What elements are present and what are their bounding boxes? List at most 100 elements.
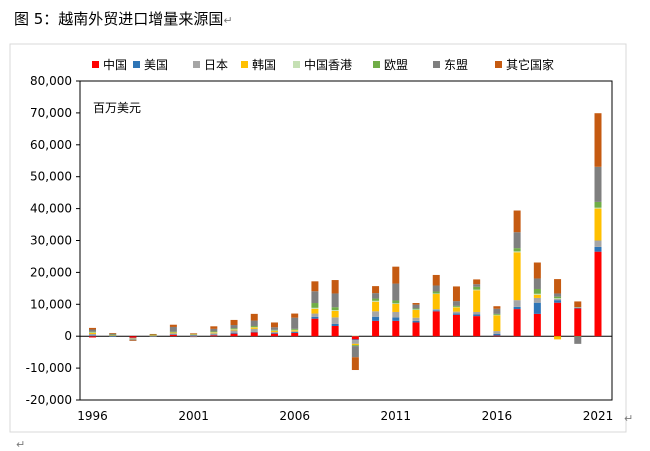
bar-segment-2010-5 xyxy=(372,298,380,301)
bar-segment-2011-5 xyxy=(392,300,400,304)
legend-swatch-1 xyxy=(133,61,140,68)
bar-segment-2006-4 xyxy=(291,329,299,331)
bar-segment-2019-3 xyxy=(554,336,562,340)
bar-segment-2018-5 xyxy=(533,288,541,294)
bar-segment-2012-2 xyxy=(412,317,420,321)
bar-segment-2020-7 xyxy=(574,301,582,308)
y-tick-label: 60,000 xyxy=(30,138,72,152)
figure-title: 图 5：越南外贸进口增量来源国↵ xyxy=(14,8,233,29)
bar-segment-2003-7 xyxy=(230,319,238,326)
bar-segment-2015-4 xyxy=(473,289,481,291)
bar-segment-2000-6 xyxy=(169,326,177,332)
bar-segment-2020-0 xyxy=(574,308,582,337)
bar-segment-1996-4 xyxy=(89,332,96,333)
x-tick-label: 2016 xyxy=(482,409,513,423)
bar-segment-2008-3 xyxy=(331,310,339,318)
x-tick-label: 2021 xyxy=(583,409,614,423)
y-tick-label: 50,000 xyxy=(30,170,72,184)
y-tick-label: 70,000 xyxy=(30,106,72,120)
bar-segment-2014-3 xyxy=(452,307,460,312)
bar-segment-2013-2 xyxy=(432,309,440,311)
bar-segment-1998-1 xyxy=(129,337,137,339)
bar-segment-2011-3 xyxy=(392,303,400,312)
bar-segment-2000-3 xyxy=(169,332,177,334)
bar-segment-2009-7 xyxy=(351,357,359,371)
bar-segment-2003-0 xyxy=(230,333,238,337)
bar-segment-2017-0 xyxy=(513,309,521,337)
bar-segment-2006-5 xyxy=(291,328,299,330)
bar-segment-1997-7 xyxy=(109,333,117,334)
bar-segment-2005-1 xyxy=(270,333,278,334)
bar-segment-2003-1 xyxy=(230,332,238,334)
bar-segment-2009-5 xyxy=(351,345,359,347)
bar-segment-2001-0 xyxy=(190,335,198,337)
bar-segment-2013-6 xyxy=(432,285,440,292)
bar-segment-2012-7 xyxy=(412,303,420,305)
bar-segment-2009-4 xyxy=(351,335,359,337)
bar-segment-2005-7 xyxy=(270,322,278,328)
bar-segment-1998-0 xyxy=(129,336,137,338)
bar-segment-1997-3 xyxy=(109,334,117,336)
bar-segment-2020-6 xyxy=(574,336,582,344)
bar-segment-2006-0 xyxy=(291,333,299,337)
bar-segment-1996-3 xyxy=(89,332,96,334)
bar-segment-2018-2 xyxy=(533,297,541,303)
bar-segment-2017-6 xyxy=(513,232,521,249)
legend-label-3: 韩国 xyxy=(252,57,276,72)
bar-segment-1998-6 xyxy=(129,339,137,341)
bar-segment-2010-2 xyxy=(372,311,380,317)
bar-segment-1997-1 xyxy=(109,335,117,337)
bar-segment-2019-5 xyxy=(554,296,562,299)
legend-label-1: 美国 xyxy=(144,58,168,72)
bar-segment-2013-7 xyxy=(432,274,440,286)
bar-segment-1999-3 xyxy=(149,334,157,336)
bar-segment-1999-7 xyxy=(149,333,157,335)
bar-segment-2014-5 xyxy=(452,305,460,307)
bar-segment-2019-4 xyxy=(554,298,562,299)
bar-segment-1999-2 xyxy=(149,335,157,337)
bar-segment-1997-2 xyxy=(109,335,117,336)
bar-segment-2014-7 xyxy=(452,286,460,302)
bar-segment-2021-2 xyxy=(594,240,602,247)
bar-segment-2017-1 xyxy=(513,306,521,310)
legend-label-0: 中国 xyxy=(103,57,127,72)
legend-swatch-5 xyxy=(373,61,380,68)
bar-segment-2002-1 xyxy=(210,334,218,336)
x-tick-label: 2006 xyxy=(279,409,310,423)
bar-segment-2010-4 xyxy=(372,300,380,302)
bar-segment-2016-7 xyxy=(493,306,501,309)
bar-segment-2008-0 xyxy=(331,325,339,337)
bar-segment-2018-1 xyxy=(533,302,541,314)
bar-segment-1998-3 xyxy=(129,338,137,340)
bar-segment-2010-7 xyxy=(372,286,380,294)
legend-label-6: 东盟 xyxy=(444,58,468,72)
bar-segment-2018-7 xyxy=(533,262,541,279)
bar-segment-2012-1 xyxy=(412,320,420,323)
bar-segment-2012-0 xyxy=(412,322,420,337)
bar-segment-2016-0 xyxy=(493,335,501,337)
bar-segment-2001-7 xyxy=(190,333,198,334)
bar-segment-2007-0 xyxy=(311,318,319,337)
bar-segment-1998-2 xyxy=(129,338,137,339)
bar-segment-2008-1 xyxy=(331,323,339,326)
bar-segment-2000-4 xyxy=(169,332,177,333)
bar-segment-2014-6 xyxy=(452,301,460,306)
bar-segment-1996-6 xyxy=(89,329,96,332)
x-tick-label: 2011 xyxy=(381,409,412,423)
bar-segment-2000-0 xyxy=(169,334,177,337)
bar-segment-2003-6 xyxy=(230,325,238,329)
bar-segment-2010-1 xyxy=(372,316,380,321)
bar-segment-2004-2 xyxy=(250,328,258,332)
plot-area xyxy=(79,80,613,401)
bar-segment-2002-5 xyxy=(210,331,218,333)
bar-segment-2013-1 xyxy=(432,310,440,312)
bar-segment-2019-6 xyxy=(554,293,562,297)
bar-segment-2006-2 xyxy=(291,331,299,333)
bar-segment-2018-6 xyxy=(533,278,541,289)
bar-segment-2010-3 xyxy=(372,301,380,312)
legend-swatch-3 xyxy=(241,61,248,68)
bar-segment-1996-7 xyxy=(89,327,96,330)
bar-segment-1999-5 xyxy=(149,334,157,336)
bar-segment-2018-3 xyxy=(533,294,541,298)
bar-segment-2002-2 xyxy=(210,333,218,335)
